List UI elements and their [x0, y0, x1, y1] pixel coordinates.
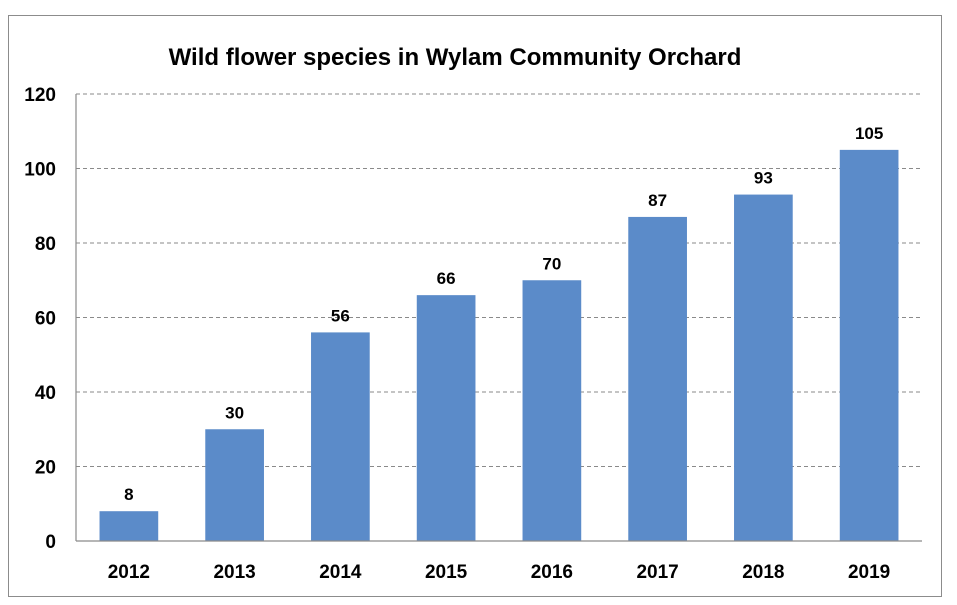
bar-2014 [311, 332, 370, 541]
data-label-2018: 93 [754, 169, 773, 188]
y-tick-label-0: 0 [45, 532, 56, 553]
y-tick-label-120: 120 [24, 85, 56, 106]
data-label-2015: 66 [437, 269, 456, 288]
data-label-2013: 30 [225, 403, 244, 422]
x-tick-label-2019: 2019 [848, 562, 890, 583]
x-tick-label-2013: 2013 [213, 562, 255, 583]
bar-2018 [734, 194, 793, 541]
x-tick-label-2017: 2017 [636, 562, 678, 583]
data-label-2014: 56 [331, 306, 350, 325]
bar-2016 [522, 280, 582, 541]
bar-2013 [205, 429, 264, 541]
data-label-2019: 105 [855, 124, 883, 143]
y-tick-label-40: 40 [35, 383, 56, 404]
bar-2017 [628, 216, 687, 542]
y-tick-label-80: 80 [35, 234, 56, 255]
data-label-2017: 87 [648, 191, 667, 210]
x-tick-label-2016: 2016 [531, 562, 573, 583]
x-tick-label-2014: 2014 [319, 562, 362, 583]
y-tick-label-20: 20 [35, 458, 56, 479]
bar-2015 [416, 295, 476, 541]
data-label-2012: 8 [124, 485, 133, 504]
y-tick-label-100: 100 [24, 160, 56, 181]
bar-2019 [839, 149, 899, 541]
data-label-2016: 70 [542, 254, 561, 273]
y-tick-label-60: 60 [35, 309, 56, 330]
x-tick-label-2012: 2012 [108, 562, 150, 583]
x-tick-label-2018: 2018 [742, 562, 784, 583]
x-tick-label-2015: 2015 [425, 562, 468, 583]
chart-title: Wild flower species in Wylam Community O… [168, 44, 742, 71]
bar-2012 [99, 511, 159, 541]
